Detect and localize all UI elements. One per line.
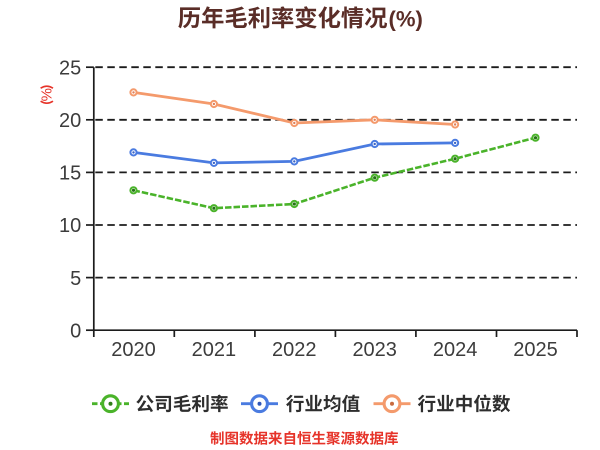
svg-text:(%): (%): [389, 6, 423, 31]
svg-text:20: 20: [59, 110, 81, 132]
svg-text:25: 25: [59, 57, 81, 79]
svg-text:2024: 2024: [433, 339, 478, 361]
svg-text:%: %: [38, 88, 55, 101]
svg-text:2021: 2021: [192, 339, 237, 361]
svg-text:5: 5: [70, 268, 81, 290]
svg-text:2020: 2020: [111, 339, 156, 361]
svg-text:10: 10: [59, 215, 81, 237]
svg-text:15: 15: [59, 163, 81, 185]
svg-text:2023: 2023: [352, 339, 397, 361]
svg-text:2025: 2025: [513, 339, 558, 361]
svg-text:2022: 2022: [272, 339, 317, 361]
svg-text:0: 0: [70, 320, 81, 342]
